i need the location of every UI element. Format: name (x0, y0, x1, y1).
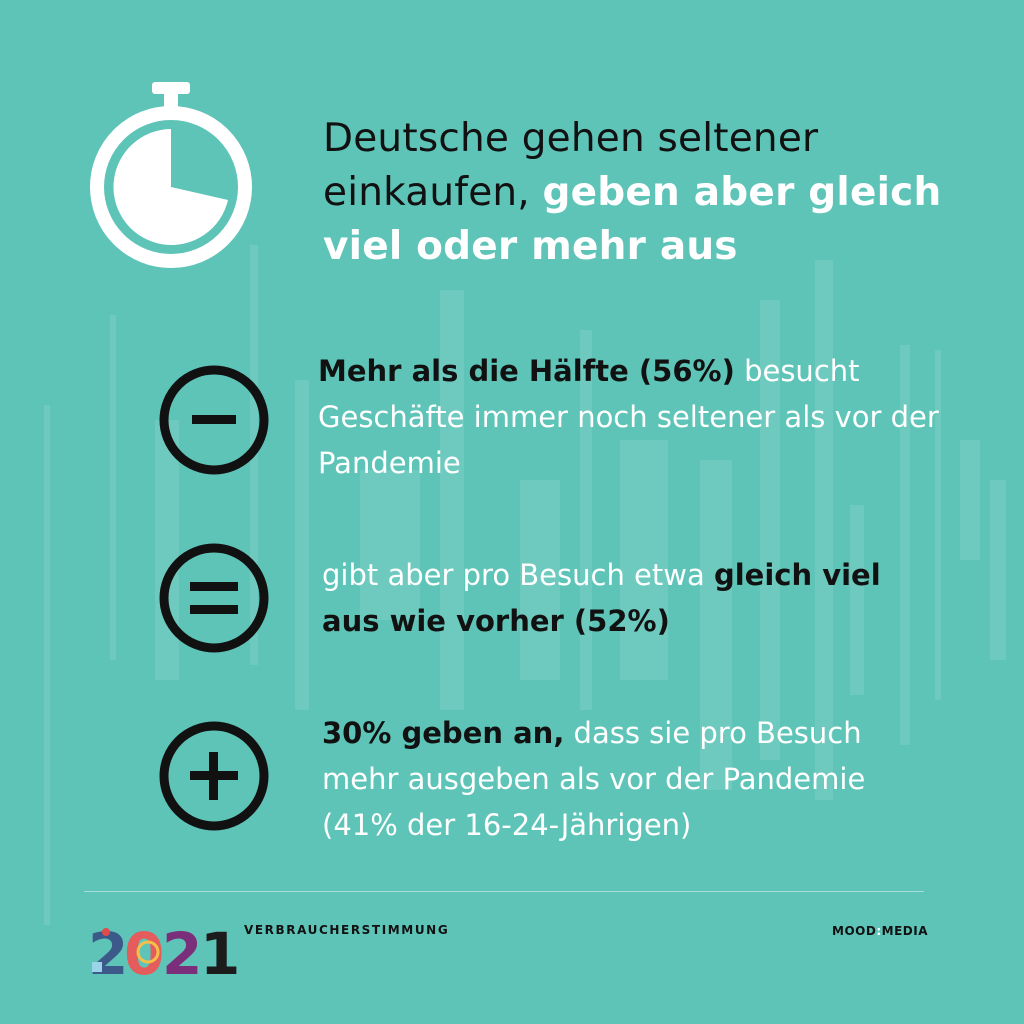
item-2-bold: gleich viel aus wie vorher (52%) (322, 558, 881, 638)
headline-part-2: geben aber gleich viel oder mehr aus (323, 170, 942, 269)
item-fewer-visits: Mehr als die Hälfte (56%) besucht Geschä… (318, 348, 958, 486)
verbraucherstimmung-label: VERBRAUCHERSTIMMUNG (244, 923, 450, 937)
footer-divider (84, 891, 924, 892)
item-2-text: gibt aber pro Besuch etwa (322, 558, 714, 592)
stopwatch-icon (90, 82, 252, 268)
item-1-text: besucht Geschäfte immer noch seltener al… (318, 354, 939, 480)
item-3-bold: 30% geben an, (322, 716, 565, 750)
headline-part-1: Deutsche gehen seltener einkaufen, (323, 116, 819, 215)
svg-text:2: 2 (162, 920, 202, 982)
plus-circle-icon (159, 721, 269, 831)
mood-media-logo: MOOD:MEDIA (832, 924, 928, 938)
item-3-text: dass sie pro Besuch mehr ausgeben als vo… (322, 716, 866, 842)
brand-colon: : (876, 924, 882, 938)
item-same-spend: gibt aber pro Besuch etwa gleich viel au… (322, 552, 882, 644)
svg-text:1: 1 (200, 920, 240, 982)
brand-mood: MOOD (832, 924, 877, 938)
headline: Deutsche gehen seltener einkaufen, geben… (323, 112, 943, 274)
logo-2021: 2 0 2 1 (88, 920, 240, 982)
brand-media: MEDIA (881, 924, 928, 938)
item-more-spend: 30% geben an, dass sie pro Besuch mehr a… (322, 710, 942, 848)
minus-circle-icon (159, 365, 269, 475)
item-1-bold: Mehr als die Hälfte (56%) (318, 354, 735, 388)
equals-circle-icon (159, 543, 269, 653)
